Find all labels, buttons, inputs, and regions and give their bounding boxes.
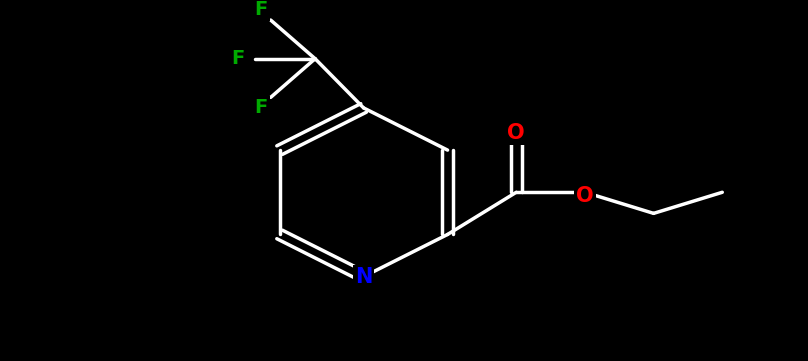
Text: O: O — [576, 186, 594, 206]
Text: F: F — [255, 0, 267, 19]
Text: F: F — [232, 49, 245, 68]
Text: O: O — [507, 122, 525, 143]
Text: N: N — [355, 267, 372, 287]
Text: F: F — [255, 99, 267, 117]
